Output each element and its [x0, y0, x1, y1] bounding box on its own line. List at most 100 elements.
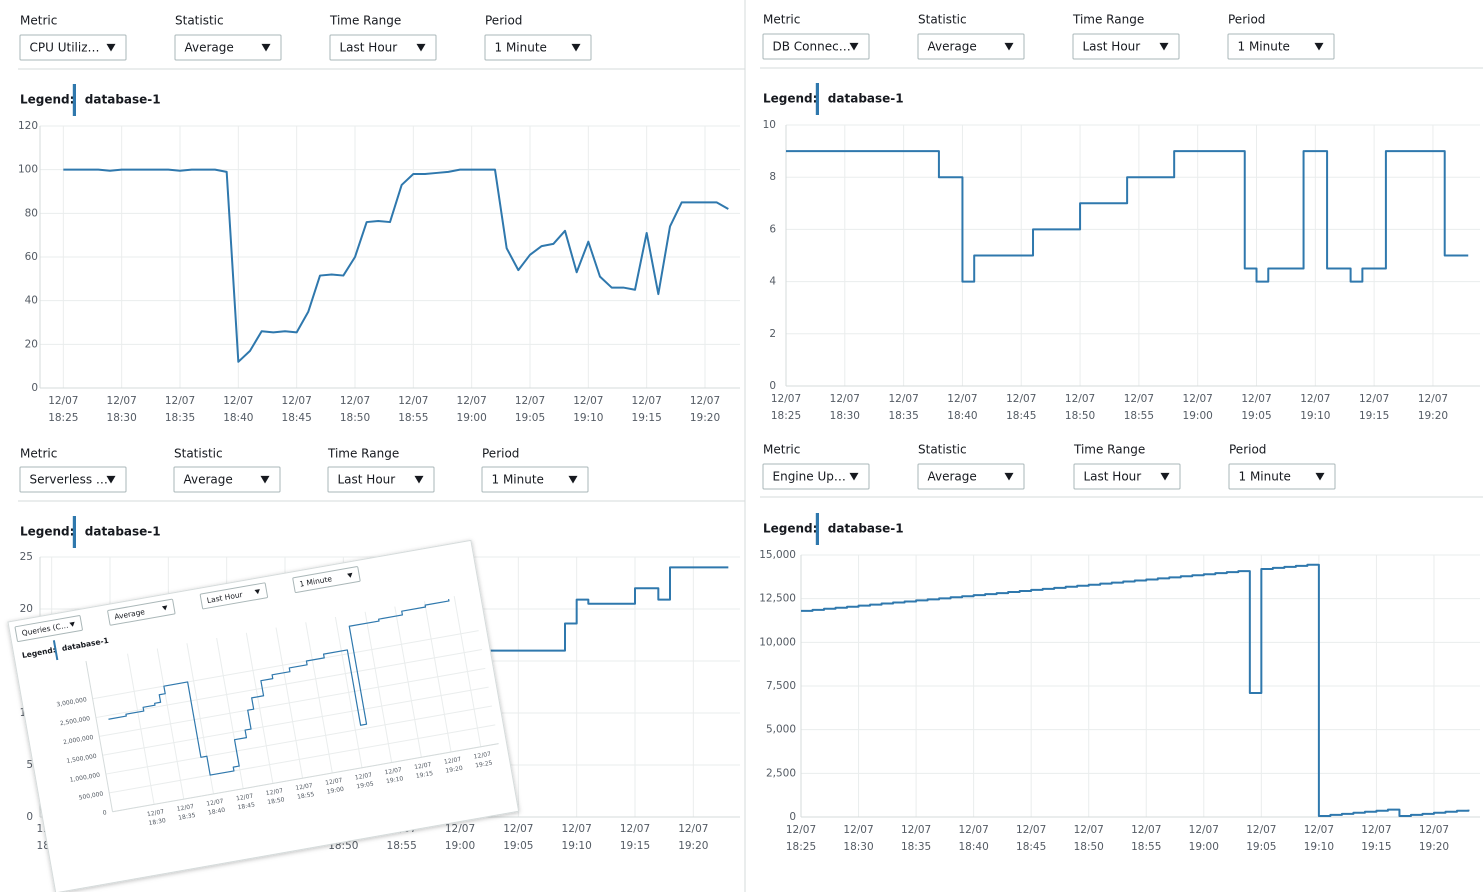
- dropdown-arrow[interactable]: [571, 43, 581, 52]
- grid-line: [453, 596, 482, 747]
- y-tick-label: 500,000: [78, 790, 104, 801]
- control-label: Statistic: [174, 447, 223, 461]
- x-tick-time: 19:20: [1418, 410, 1448, 422]
- dropdown[interactable]: [327, 466, 435, 493]
- dropdown[interactable]: [481, 466, 589, 493]
- dropdown-value[interactable]: Engine Up…: [773, 470, 846, 484]
- x-tick-time: 19:05: [1241, 410, 1271, 422]
- dropdown[interactable]: [917, 463, 1025, 490]
- x-tick-time: 18:45: [1016, 841, 1046, 853]
- series-line: [801, 563, 1470, 817]
- dropdown[interactable]: [484, 34, 592, 61]
- dropdown-value[interactable]: Average: [928, 40, 977, 54]
- x-tick-date: 12/07: [830, 393, 860, 405]
- x-tick-date: 12/07: [165, 395, 195, 407]
- grid-line: [95, 648, 483, 719]
- dropdown-value[interactable]: DB Connec…: [773, 40, 851, 54]
- x-tick-time: 18:50: [267, 796, 285, 806]
- dropdown[interactable]: [19, 466, 127, 493]
- x-tick-time: 19:15: [632, 412, 662, 424]
- dropdown-arrow[interactable]: [106, 475, 116, 484]
- dropdown[interactable]: [329, 34, 437, 61]
- dropdown-value[interactable]: Last Hour: [1083, 40, 1141, 54]
- dropdown-value[interactable]: Average: [184, 473, 233, 487]
- dropdown[interactable]: [173, 466, 281, 493]
- dropdown-arrow[interactable]: [1004, 472, 1014, 481]
- overlay-background: [7, 539, 520, 892]
- x-tick-date: 12/07: [223, 395, 253, 407]
- dropdown-arrow[interactable]: [1159, 42, 1169, 51]
- y-tick-label: 0: [31, 382, 38, 394]
- legend-swatch: [72, 516, 76, 548]
- y-tick-label: 60: [25, 251, 38, 263]
- dropdown-arrow[interactable]: [849, 472, 859, 481]
- dropdown-arrow[interactable]: [849, 42, 859, 51]
- x-tick-time: 18:25: [786, 841, 816, 853]
- dropdown-arrow[interactable]: [416, 43, 426, 52]
- dropdown-value[interactable]: Average: [185, 41, 234, 55]
- legend-swatch: [815, 83, 819, 115]
- dropdown-arrow[interactable]: [1160, 472, 1170, 481]
- x-tick-time: 19:20: [690, 412, 720, 424]
- dropdown-arrow[interactable]: [568, 475, 578, 484]
- dropdown[interactable]: [762, 33, 870, 60]
- control-label: Statistic: [918, 13, 967, 27]
- dropdown-value[interactable]: 1 Minute: [1239, 470, 1291, 484]
- dropdown[interactable]: [1227, 33, 1335, 60]
- series-line: [786, 150, 1469, 283]
- dropdown-value[interactable]: 1 Minute: [492, 473, 544, 487]
- dropdown-arrow[interactable]: [1314, 42, 1324, 51]
- dropdown[interactable]: [14, 615, 83, 642]
- x-tick-date: 12/07: [1241, 393, 1271, 405]
- dropdown-arrow[interactable]: [161, 605, 168, 611]
- dropdown-arrow[interactable]: [261, 43, 271, 52]
- dropdown[interactable]: [1073, 463, 1181, 490]
- dropdown-arrow[interactable]: [254, 589, 260, 595]
- dropdown-arrow[interactable]: [347, 572, 353, 578]
- dropdown[interactable]: [1072, 33, 1180, 60]
- dropdown-value[interactable]: Average: [928, 470, 977, 484]
- dropdown[interactable]: [199, 582, 269, 610]
- x-tick-time: 18:30: [843, 841, 873, 853]
- x-tick-time: 19:15: [620, 840, 650, 852]
- control-label: Statistic: [918, 443, 967, 457]
- dropdown[interactable]: [917, 33, 1025, 60]
- y-tick-label: 20: [20, 603, 33, 615]
- dropdown[interactable]: [174, 34, 282, 61]
- x-tick-date: 12/07: [888, 393, 918, 405]
- dropdown[interactable]: [762, 463, 870, 490]
- x-tick-date: 12/07: [573, 395, 603, 407]
- x-tick-date: 12/07: [620, 823, 650, 835]
- x-tick-time: 18:30: [148, 817, 166, 827]
- dropdown-arrow[interactable]: [1004, 42, 1014, 51]
- x-tick-date: 12/07: [1074, 824, 1104, 836]
- legend-entry: database-1: [828, 522, 904, 536]
- dropdown-arrow[interactable]: [106, 43, 116, 52]
- dropdown[interactable]: [107, 598, 176, 626]
- x-tick-date: 12/07: [48, 395, 78, 407]
- x-tick-date: 12/07: [958, 824, 988, 836]
- x-tick-time: 19:10: [386, 775, 404, 785]
- x-tick-date: 12/07: [1124, 393, 1154, 405]
- dropdown-arrow[interactable]: [69, 621, 75, 627]
- dropdown-value[interactable]: 1 Minute: [495, 41, 547, 55]
- dropdown[interactable]: [19, 34, 127, 61]
- x-tick-date: 12/07: [786, 824, 816, 836]
- dropdown-value[interactable]: Last Hour: [340, 41, 398, 55]
- x-tick-date: 12/07: [473, 751, 491, 761]
- x-tick-date: 12/07: [1246, 824, 1276, 836]
- dropdown-value[interactable]: CPU Utiliz…: [30, 41, 100, 55]
- dropdown-arrow[interactable]: [414, 475, 424, 484]
- control-label: Time Range: [1072, 13, 1144, 27]
- x-tick-date: 12/07: [503, 823, 533, 835]
- x-tick-time: 18:40: [958, 841, 988, 853]
- dropdown-arrow[interactable]: [1315, 472, 1325, 481]
- dropdown-value[interactable]: 1 Minute: [1238, 40, 1290, 54]
- dropdown-value[interactable]: Last Hour: [338, 473, 396, 487]
- x-tick-time: 18:25: [771, 410, 801, 422]
- dropdown-value[interactable]: Serverless …: [30, 473, 108, 487]
- dropdown[interactable]: [1228, 463, 1336, 490]
- dropdown-arrow[interactable]: [260, 475, 270, 484]
- dropdown[interactable]: [292, 566, 361, 594]
- dropdown-value[interactable]: Last Hour: [1084, 470, 1142, 484]
